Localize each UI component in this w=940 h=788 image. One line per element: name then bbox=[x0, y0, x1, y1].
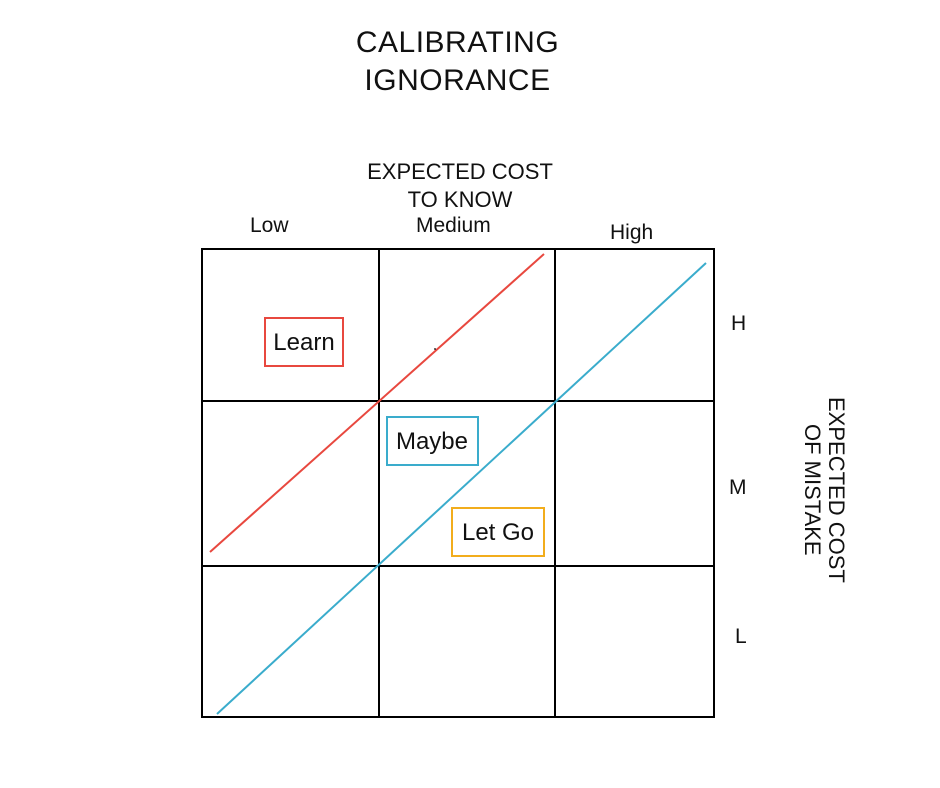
x-axis-title-line-2: TO KNOW bbox=[407, 187, 513, 212]
row-label-medium: M bbox=[729, 476, 747, 499]
learn-region-label: Learn bbox=[273, 329, 334, 356]
learn-boundary-line bbox=[209, 253, 545, 553]
row-label-low: L bbox=[735, 625, 747, 648]
grid-border bbox=[201, 248, 715, 718]
learn-region-box: Learn bbox=[264, 317, 344, 367]
row-label-high: H bbox=[731, 312, 747, 335]
diagram-title-line-1: CALIBRATING bbox=[355, 26, 560, 59]
maybe-region-label: Maybe bbox=[396, 428, 468, 455]
column-label-high: High bbox=[610, 221, 654, 244]
maybe-region-box: Maybe bbox=[386, 416, 479, 466]
let-go-region-box: Let Go bbox=[451, 507, 545, 557]
diagram-title-line-2: IGNORANCE bbox=[364, 64, 551, 97]
stray-mark bbox=[434, 348, 436, 350]
x-axis-title-line-1: EXPECTED COST bbox=[367, 159, 553, 184]
let-go-boundary-line bbox=[216, 262, 707, 715]
column-label-low: Low bbox=[250, 214, 289, 237]
grid bbox=[201, 248, 715, 718]
let-go-region-label: Let Go bbox=[462, 519, 534, 546]
column-label-medium: Medium bbox=[416, 214, 491, 237]
y-axis-title: EXPECTED COST OF MISTAKE bbox=[800, 397, 849, 583]
